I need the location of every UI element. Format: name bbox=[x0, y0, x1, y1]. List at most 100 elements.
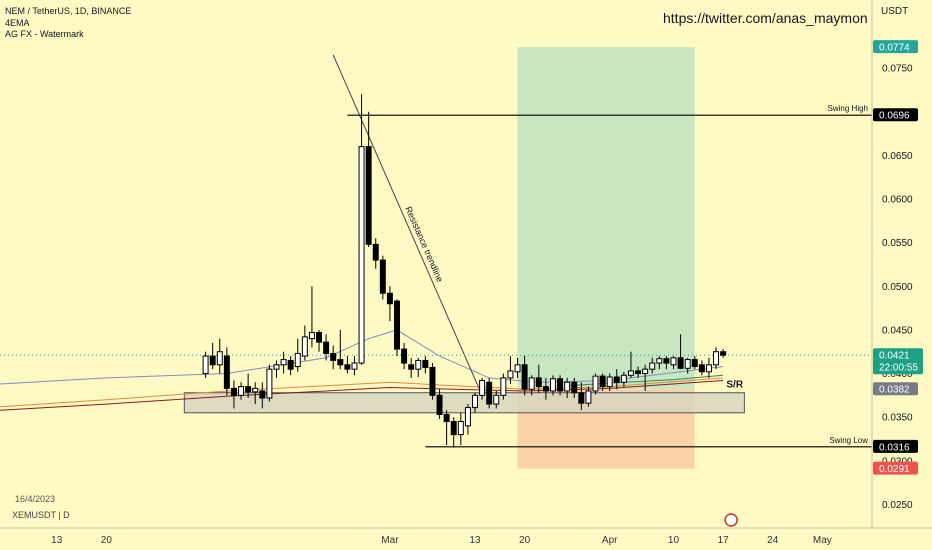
candle bbox=[252, 387, 259, 393]
candle bbox=[599, 375, 606, 388]
candle bbox=[535, 377, 542, 388]
y-tick-label: 0.0550 bbox=[882, 238, 913, 249]
level-price-0-tag bbox=[873, 108, 918, 122]
candle bbox=[202, 355, 209, 375]
zones-layer: S/R bbox=[183, 47, 745, 469]
time-axis: 13 20 Mar 13 20 Apr 10 17 24 May bbox=[0, 513, 932, 546]
candle bbox=[500, 377, 507, 396]
candle bbox=[238, 386, 245, 396]
y-tick-label: 0.0350 bbox=[882, 413, 913, 424]
candle bbox=[571, 381, 578, 394]
y-tick-label: 0.0450 bbox=[882, 325, 913, 336]
candle bbox=[684, 359, 691, 369]
sr-label: S/R bbox=[726, 380, 743, 391]
x-tick-label: 13 bbox=[51, 535, 63, 546]
y-tick-label: 0.0500 bbox=[882, 282, 913, 293]
target-price-text: 0.0774 bbox=[879, 43, 910, 54]
candle bbox=[344, 364, 351, 370]
candle bbox=[408, 364, 415, 370]
candle bbox=[472, 394, 478, 409]
candle bbox=[635, 370, 642, 375]
candle bbox=[316, 332, 323, 343]
candle bbox=[422, 359, 429, 368]
watermark-label: AG FX - Watermark bbox=[5, 29, 84, 39]
x-tick-label: 24 bbox=[767, 535, 779, 546]
candle bbox=[649, 362, 656, 370]
axis-currency: USDT bbox=[881, 6, 908, 17]
candle bbox=[323, 341, 330, 354]
candle bbox=[245, 386, 252, 393]
candle bbox=[273, 364, 280, 370]
x-tick-label: 17 bbox=[718, 535, 730, 546]
date-stamp: 16/4/2023 bbox=[15, 494, 56, 504]
candle bbox=[266, 368, 273, 399]
candle bbox=[330, 352, 337, 361]
candle bbox=[429, 366, 436, 396]
target-zone bbox=[517, 47, 695, 390]
level-price-1-tag bbox=[873, 439, 918, 453]
candle bbox=[705, 364, 712, 373]
candle bbox=[627, 370, 634, 376]
candle bbox=[542, 386, 549, 392]
x-tick-label: Mar bbox=[381, 535, 399, 546]
candle bbox=[642, 368, 649, 375]
candle bbox=[280, 359, 287, 366]
candle bbox=[223, 355, 230, 389]
candle bbox=[720, 351, 727, 356]
y-tick-label: 0.0250 bbox=[882, 500, 913, 511]
candle bbox=[216, 351, 223, 366]
trendline-label: Resistance trendline bbox=[403, 205, 445, 284]
x-tick-label: Apr bbox=[602, 535, 618, 546]
candle bbox=[479, 380, 486, 396]
candle bbox=[663, 358, 670, 364]
symbol-title: NEM / TetherUS, 1D, BINANCE bbox=[5, 6, 132, 16]
candle bbox=[301, 336, 308, 357]
entry-price-text: 0.0382 bbox=[879, 385, 910, 396]
candle bbox=[578, 392, 585, 404]
candle bbox=[613, 376, 620, 383]
candle bbox=[486, 381, 493, 405]
level-label-1: Swing Low bbox=[829, 436, 868, 445]
x-tick-label: May bbox=[813, 535, 832, 546]
resistance-trendline bbox=[332, 54, 483, 396]
candle bbox=[415, 359, 422, 370]
candle bbox=[606, 376, 613, 388]
candle bbox=[372, 243, 379, 261]
candle bbox=[670, 357, 677, 366]
y-tick-label: 0.0400 bbox=[882, 369, 913, 380]
candle bbox=[209, 355, 216, 366]
x-tick-label: 13 bbox=[469, 535, 481, 546]
candle bbox=[514, 364, 521, 373]
indicator-label: 4EMA bbox=[5, 18, 30, 28]
candle bbox=[592, 375, 599, 392]
x-tick-label: 20 bbox=[101, 535, 113, 546]
y-tick-label: 0.0650 bbox=[882, 151, 913, 162]
candle bbox=[351, 362, 358, 370]
candle bbox=[493, 394, 500, 405]
twitter-link[interactable]: https://twitter.com/anas_maymon bbox=[663, 10, 868, 26]
candle bbox=[379, 259, 386, 294]
event-marker-icon bbox=[724, 513, 738, 527]
y-tick-label: 0.0600 bbox=[882, 194, 913, 205]
candle bbox=[294, 352, 301, 368]
level-label-0: Swing High bbox=[828, 104, 868, 113]
candle bbox=[358, 146, 365, 364]
candle bbox=[507, 370, 514, 379]
last-price-tag bbox=[873, 348, 923, 375]
y-tick-label: 0.0750 bbox=[882, 64, 913, 75]
ema-line-3 bbox=[567, 374, 724, 387]
target-price-tag bbox=[873, 40, 918, 54]
last-price-text: 0.0421 bbox=[879, 351, 910, 362]
candle bbox=[464, 407, 471, 427]
candle bbox=[386, 292, 393, 305]
candle bbox=[521, 364, 528, 390]
x-tick-label: 10 bbox=[668, 535, 680, 546]
candle bbox=[691, 359, 698, 368]
candle bbox=[436, 394, 443, 416]
candle bbox=[585, 390, 592, 404]
candle bbox=[450, 421, 457, 436]
ticker-label: XEMUSDT | D bbox=[12, 510, 70, 520]
candle bbox=[549, 378, 556, 392]
level-price-1-text: 0.0316 bbox=[879, 442, 910, 453]
